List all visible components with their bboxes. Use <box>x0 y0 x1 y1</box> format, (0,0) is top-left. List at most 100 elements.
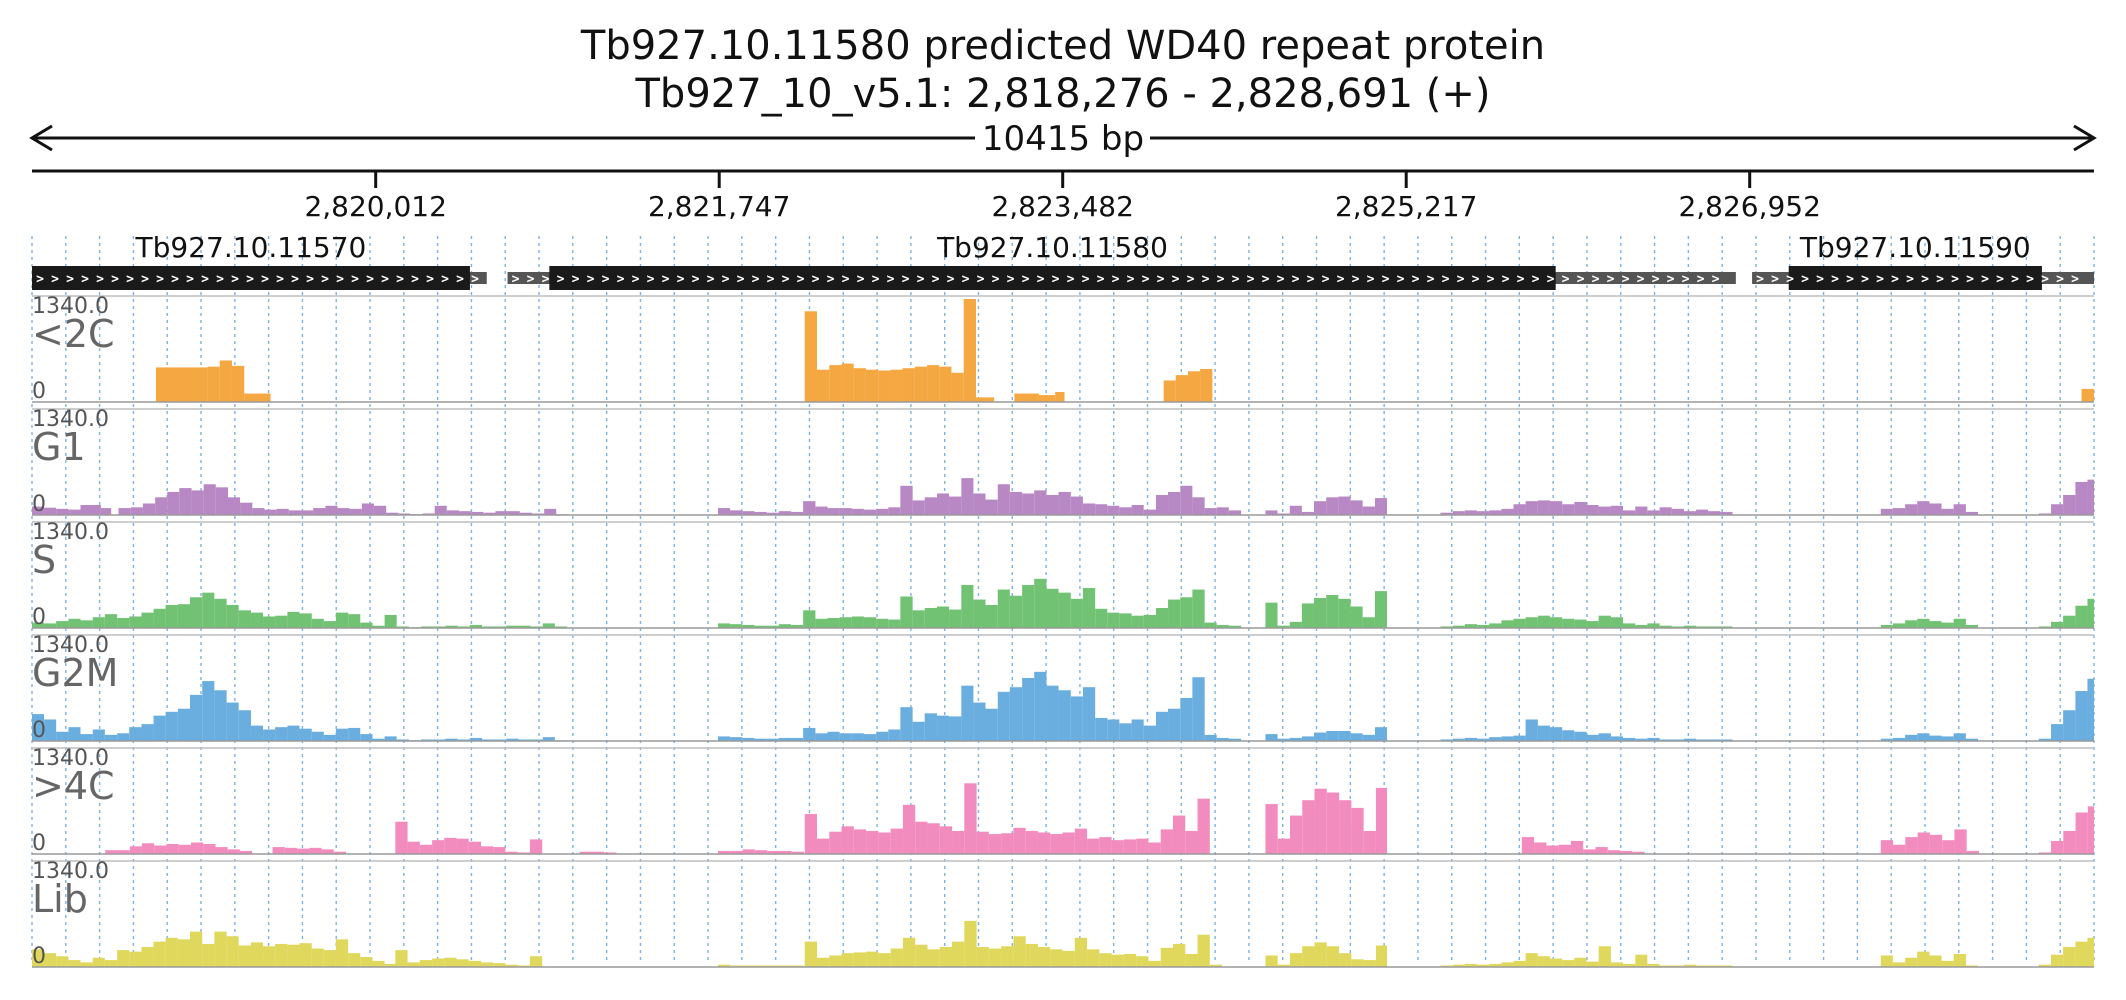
coverage-bar <box>1708 511 1721 515</box>
coverage-bar <box>1953 618 1966 628</box>
locus-title: Tb927_10_v5.1: 2,818,276 - 2,828,691 (+) <box>635 71 1491 117</box>
coverage-bar <box>1521 837 1535 854</box>
strand-arrow-icon: > <box>1487 272 1495 287</box>
track-min-label: 0 <box>32 379 46 404</box>
coverage-bar <box>815 618 828 628</box>
strand-arrow-icon: > <box>1127 272 1135 287</box>
coverage-bar <box>141 947 154 967</box>
coverage-bar <box>1209 964 1223 967</box>
coverage-bar <box>100 508 112 515</box>
strand-arrow-icon: > <box>1951 272 1959 287</box>
coverage-bar <box>866 951 879 967</box>
coverage-bar <box>1893 844 1906 854</box>
coverage-bar <box>866 830 879 854</box>
coverage-bar <box>1265 955 1278 967</box>
coverage-bar <box>446 510 460 515</box>
strand-arrow-icon: > <box>2026 272 2034 287</box>
coverage-bar <box>433 739 446 741</box>
coverage-bar <box>1513 504 1526 515</box>
coverage-bar <box>1326 497 1339 515</box>
coverage-bar <box>1302 946 1315 967</box>
coverage-bar <box>2038 852 2052 854</box>
gene-model[interactable]: > > > > > > > > > > > > > > > > > > > > > > Tb927.10.11590 <box>1752 231 2094 290</box>
coverage-bar <box>952 941 965 967</box>
coverage-bar <box>1192 589 1205 628</box>
coverage-track: 1340.0 0 G1 <box>32 407 2094 517</box>
coverage-bar <box>1489 963 1502 967</box>
coverage-bar <box>1001 946 1014 967</box>
coverage-bar <box>1635 954 1648 967</box>
coverage-bar <box>1350 606 1363 628</box>
coverage-bar <box>1313 501 1327 515</box>
coverage-bar <box>1289 621 1302 628</box>
coverage-bar <box>2038 738 2052 741</box>
strand-arrow-icon: > <box>1921 272 1929 287</box>
coverage-bar <box>1452 625 1465 628</box>
coverage-bar <box>1095 504 1108 515</box>
coverage-bar <box>1525 953 1538 967</box>
gene-model[interactable]: > > > > > > > > > > > > > > > > > > > > > > > > > > > > > > > > > > > > > > > >… <box>507 231 1736 290</box>
coverage-bar <box>890 369 903 402</box>
coverage-bar <box>976 947 989 967</box>
coverage-bar <box>936 715 950 741</box>
strand-arrow-icon: > <box>617 272 625 287</box>
coverage-bar <box>494 739 507 741</box>
coverage-bar <box>1338 598 1351 628</box>
coverage-bar <box>1070 496 1083 515</box>
coverage-bar <box>1099 837 1112 854</box>
track-name: G2M <box>32 651 118 695</box>
coverage-bar <box>68 618 81 628</box>
coverage-bar <box>238 610 251 628</box>
coverage-bar <box>1022 493 1035 515</box>
track-max-label: 1340.0 <box>32 407 109 432</box>
coverage-bar <box>129 951 142 967</box>
coverage-bar <box>1204 734 1217 741</box>
gene-model[interactable]: > > > > > > > > > > > > > > > > > > > > > > > > > > > > > >Tb927.10.1… <box>32 231 487 290</box>
coverage-bar <box>506 625 519 628</box>
coverage-bar <box>422 513 435 515</box>
coverage-bar <box>1659 739 1672 741</box>
coverage-bar <box>1363 960 1376 967</box>
coverage-bar <box>457 739 470 741</box>
coverage-bar <box>373 505 387 515</box>
coverage-bar <box>434 505 447 515</box>
coverage-bar <box>902 804 916 854</box>
strand-arrow-icon: > <box>1142 272 1150 287</box>
coverage-bar <box>817 369 830 402</box>
coverage-bar <box>2075 812 2088 854</box>
strand-arrow-icon: > <box>1217 272 1225 287</box>
coverage-bar <box>890 828 903 854</box>
coverage-bar <box>372 625 385 628</box>
coverage-bar <box>1464 624 1478 628</box>
coverage-bar <box>2063 830 2076 854</box>
track-min-label: 0 <box>32 718 46 743</box>
coverage-bar <box>791 624 804 628</box>
coverage-bar <box>2051 504 2064 515</box>
coverage-bar <box>263 616 276 628</box>
coverage-bar <box>902 368 915 402</box>
coverage-bar <box>591 851 605 854</box>
coverage-bar <box>129 727 142 741</box>
coverage-bar <box>129 846 142 854</box>
strand-arrow-icon: > <box>647 272 655 287</box>
coverage-bar <box>529 956 543 967</box>
coverage-bar <box>1143 509 1156 515</box>
coverage-bar <box>155 367 208 402</box>
coverage-bar <box>1537 615 1550 628</box>
coverage-bar <box>219 360 232 402</box>
coverage-bar <box>372 738 385 741</box>
coverage-bar <box>244 393 271 402</box>
strand-arrow-icon: > <box>1007 272 1015 287</box>
coverage-bar <box>1143 725 1156 741</box>
track-name: <2C <box>32 312 115 356</box>
coverage-bar <box>1062 832 1075 854</box>
strand-arrow-icon: > <box>542 272 550 287</box>
coverage-bar <box>2087 479 2094 515</box>
coverage-bar <box>988 834 1002 854</box>
coverage-bar <box>949 609 962 628</box>
strand-arrow-icon: > <box>1562 272 1570 287</box>
coverage-bar <box>104 960 118 967</box>
coverage-bar <box>190 842 204 854</box>
gene-title: Tb927.10.11580 predicted WD40 repeat pro… <box>580 23 1545 69</box>
coverage-bar <box>272 847 285 854</box>
